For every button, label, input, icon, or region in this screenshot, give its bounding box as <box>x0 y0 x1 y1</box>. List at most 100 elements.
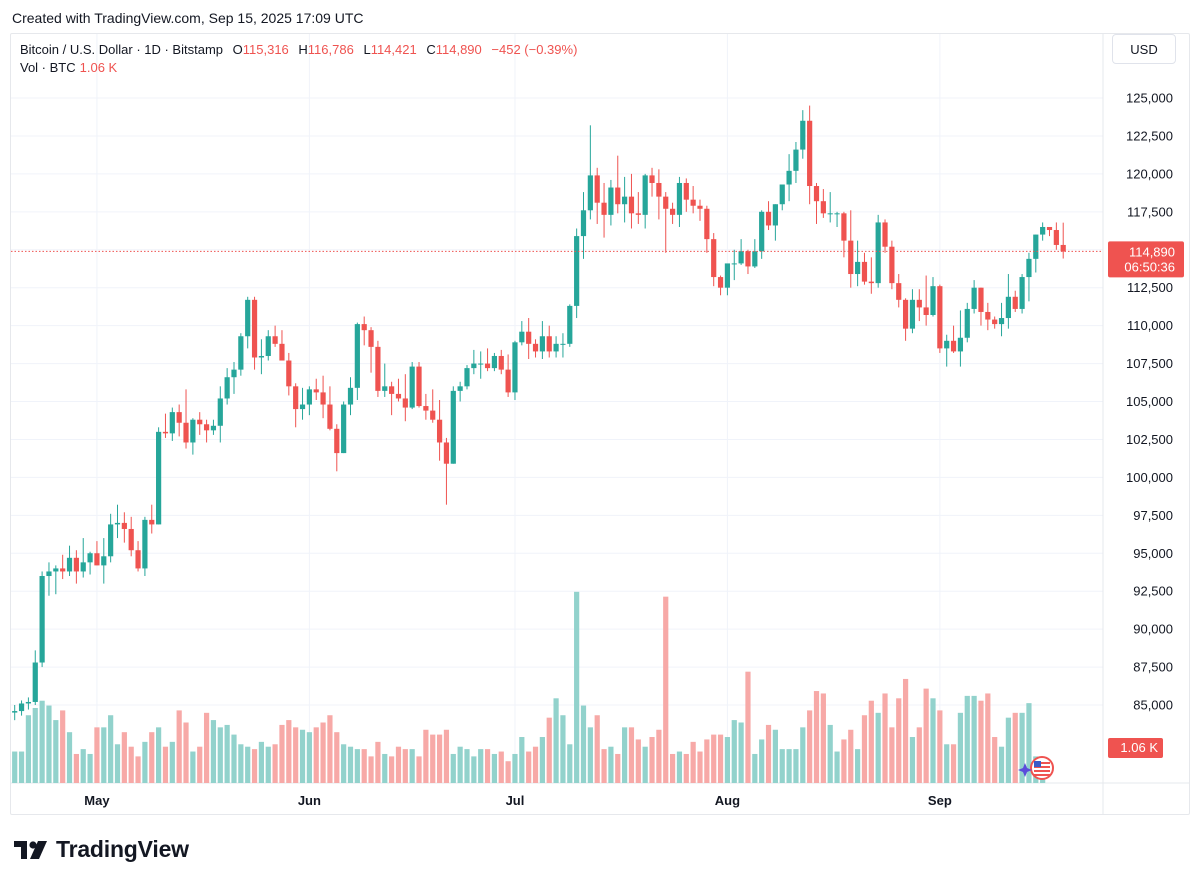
candle-body <box>1033 234 1039 259</box>
candle-body <box>553 343 559 352</box>
volume-bar <box>574 591 580 783</box>
candle-body <box>416 366 422 407</box>
candle-body <box>827 213 833 215</box>
candle-body <box>1012 296 1018 309</box>
volume-bar <box>772 729 778 783</box>
open-value: 115,316 <box>242 42 289 57</box>
symbol-name[interactable]: Bitcoin / U.S. Dollar · 1D · Bitstamp <box>20 42 223 57</box>
candle-body <box>724 263 731 288</box>
y-tick-label: 85,000 <box>1133 698 1173 713</box>
volume-bar <box>656 729 662 783</box>
volume-bar <box>663 596 669 783</box>
candle-body <box>992 319 998 325</box>
candle-body <box>279 343 285 361</box>
price-axis: 85,000 87,500 90,000 92,500 95,000 97,500 100,… <box>1126 91 1173 713</box>
volume-bar <box>190 751 196 783</box>
volume-bar <box>752 753 758 783</box>
candle-body <box>841 213 847 241</box>
candle-body <box>765 211 772 226</box>
candle-body <box>786 170 792 185</box>
candle-body <box>512 342 518 393</box>
candle-body <box>156 431 162 525</box>
volume-bar <box>834 751 840 783</box>
candle-body <box>772 204 778 226</box>
tradingview-logo[interactable]: TradingView <box>14 836 189 863</box>
candle-body <box>601 202 607 215</box>
volume-bar <box>450 753 456 783</box>
volume-bar <box>1019 712 1025 783</box>
candle-body <box>1019 277 1025 309</box>
candle-body <box>128 528 134 551</box>
candle-body <box>909 299 916 329</box>
volume-bar <box>293 727 299 783</box>
candle-body <box>855 261 861 275</box>
candle-body <box>868 281 874 284</box>
volume-legend[interactable]: Vol · BTC 1.06 K <box>20 59 117 77</box>
volume-bar <box>978 700 984 783</box>
volume-bar <box>73 753 79 783</box>
x-tick-label: Aug <box>715 793 740 808</box>
volume-bar <box>327 715 333 783</box>
volume-bar <box>861 715 868 783</box>
candle-body <box>354 324 360 388</box>
volume-bar <box>53 720 59 783</box>
candle-body <box>1005 296 1011 319</box>
candle-body <box>807 120 813 187</box>
candle-body <box>162 431 169 434</box>
candle-body <box>176 412 182 423</box>
candle-body <box>238 336 244 370</box>
volume-bar <box>443 729 450 783</box>
volume-bar <box>971 695 977 783</box>
candle-body <box>532 343 539 352</box>
countdown-value: 06:50:36 <box>1124 259 1175 274</box>
candle-body <box>567 305 573 344</box>
volume-bar <box>553 698 559 783</box>
created-with-text: Created with TradingView.com, Sep 15, 20… <box>12 10 364 26</box>
x-tick-label: Jul <box>506 793 525 808</box>
volume-bar <box>937 710 943 783</box>
candle-body <box>402 398 408 408</box>
candle-body <box>101 556 107 566</box>
volume-bar <box>1012 712 1018 783</box>
volume-bar <box>889 727 895 783</box>
volume-bar <box>251 749 258 783</box>
y-tick-label: 100,000 <box>1126 470 1173 485</box>
time-axis: May Jun Jul Aug Sep <box>84 793 952 808</box>
volume-label: Vol · BTC <box>20 60 76 75</box>
candle-body <box>752 251 758 267</box>
candle-body <box>87 553 93 563</box>
candle-body <box>471 363 477 369</box>
candle-body <box>265 336 271 356</box>
candle-body <box>389 386 395 394</box>
last-price-tag <box>1108 241 1184 278</box>
candle-body <box>80 562 86 572</box>
volume-bar <box>985 693 991 783</box>
volume-bar <box>299 729 306 783</box>
volume-bar <box>430 734 436 783</box>
candle-body <box>608 187 614 215</box>
volume-bar <box>245 746 251 783</box>
flag-stripe <box>1034 770 1050 772</box>
currency-button[interactable]: USD <box>1112 34 1176 64</box>
candle-body <box>39 576 45 663</box>
candle-body <box>423 406 429 411</box>
candle-body <box>245 299 251 337</box>
candle-body <box>306 389 312 405</box>
close-value: 114,890 <box>435 42 482 57</box>
y-tick-label: 110,000 <box>1127 318 1173 333</box>
volume-bar <box>697 751 703 783</box>
volume-bar <box>964 695 970 783</box>
volume-bar <box>567 744 573 783</box>
volume-bar <box>341 744 347 783</box>
volume-bar <box>66 732 73 783</box>
volume-bar <box>80 749 86 783</box>
candle-body <box>957 337 964 352</box>
volume-bar <box>389 756 395 783</box>
symbol-legend[interactable]: Bitcoin / U.S. Dollar · 1D · Bitstamp O1… <box>20 41 577 59</box>
volume-bars <box>12 591 1046 783</box>
candle-body <box>1046 226 1053 231</box>
volume-bar <box>121 732 127 783</box>
candle-body <box>320 392 326 405</box>
candle-body <box>800 120 806 150</box>
